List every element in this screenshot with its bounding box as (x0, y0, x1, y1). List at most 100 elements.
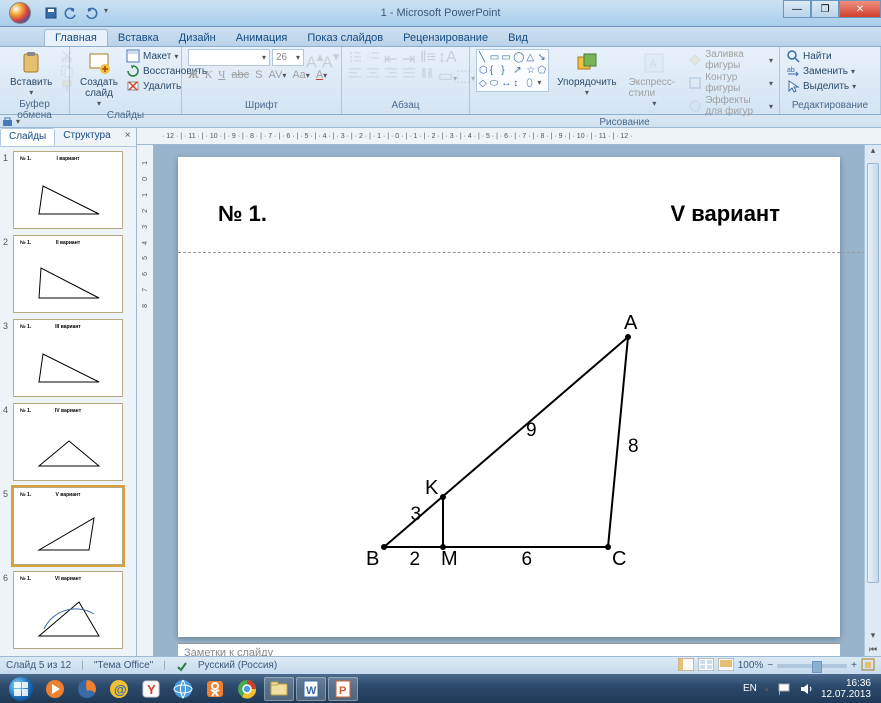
office-button[interactable] (0, 0, 40, 27)
scrollbar-thumb[interactable] (867, 163, 879, 583)
new-slide-button[interactable]: Создать слайд▾ (76, 49, 122, 110)
thumbnail[interactable]: № 1.III вариант (13, 319, 123, 397)
justify-button[interactable] (402, 66, 416, 80)
italic-button[interactable]: К (205, 69, 212, 81)
tray-clock[interactable]: 16:36 12.07.2013 (821, 678, 871, 700)
thumbnail[interactable]: № 1.II вариант (13, 235, 123, 313)
close-button[interactable]: ✕ (839, 0, 881, 18)
view-normal-button[interactable] (678, 658, 694, 674)
pane-tab-outline[interactable]: Структура (55, 128, 118, 146)
pane-close-button[interactable]: × (119, 128, 137, 146)
align-center-button[interactable] (366, 66, 380, 80)
bold-button[interactable]: Ж (188, 69, 199, 81)
tab-home[interactable]: Главная (44, 29, 108, 46)
view-sorter-button[interactable] (698, 658, 714, 674)
grow-font-icon[interactable]: A▴ (306, 49, 320, 63)
shapes-gallery[interactable]: ╲▭▭◯△↘ ⬡{}↗☆⬠ ◇⬭↔↕⬯▾ (476, 49, 549, 92)
qat-save-icon[interactable] (44, 6, 58, 20)
increase-indent-button[interactable]: ⇥ (402, 49, 416, 63)
shrink-font-icon[interactable]: A▾ (322, 49, 336, 63)
tab-review[interactable]: Рецензирование (393, 30, 498, 46)
maximize-button[interactable]: ❐ (811, 0, 839, 18)
thumbnail[interactable]: № 1.I вариант (13, 151, 123, 229)
underline-button[interactable]: Ч (218, 69, 225, 81)
taskbar-firefox-icon[interactable] (72, 677, 102, 701)
taskbar-yandex-icon[interactable]: Y (136, 677, 166, 701)
strikethrough-button[interactable]: abc (231, 69, 249, 81)
pane-tab-slides[interactable]: Слайды (0, 128, 55, 146)
taskbar-explorer-icon[interactable] (264, 677, 294, 701)
thumbnail[interactable]: № 1.V вариант (13, 487, 123, 565)
view-slideshow-button[interactable] (718, 658, 734, 674)
paste-button[interactable]: Вставить▾ (6, 49, 56, 99)
shape-outline-button[interactable]: Контур фигуры ▾ (688, 72, 773, 94)
tab-insert[interactable]: Вставка (108, 30, 169, 46)
thumbnail[interactable]: № 1.IV вариант (13, 403, 123, 481)
taskbar-powerpoint-icon[interactable]: P (328, 677, 358, 701)
quick-styles-button[interactable]: A Экспресс-стили▾ (625, 49, 685, 110)
tab-design[interactable]: Дизайн (169, 30, 226, 46)
tray-language[interactable]: EN (743, 683, 757, 694)
line-spacing-button[interactable]: ‖≡ (420, 49, 434, 63)
tab-slideshow[interactable]: Показ слайдов (297, 30, 393, 46)
text-direction-button[interactable]: ↕A (438, 49, 452, 63)
thumbnail-list: 1№ 1.I вариант2№ 1.II вариант3№ 1.III ва… (0, 147, 136, 671)
ruler-vertical: 1012345678 (137, 145, 154, 671)
statusbar: Слайд 5 из 12| "Тема Office"| Русский (Р… (0, 656, 881, 674)
zoom-in-button[interactable]: + (851, 660, 857, 671)
zoom-out-button[interactable]: − (767, 660, 773, 671)
taskbar-browser-icon[interactable] (168, 677, 198, 701)
slide-canvas[interactable]: № 1. V вариант ABCKM93826 (178, 157, 840, 637)
group-editing: Найти abЗаменить ▾ Выделить ▾ Редактиров… (780, 47, 881, 114)
shape-fill-button[interactable]: Заливка фигуры ▾ (688, 49, 773, 71)
tray-flag-icon[interactable] (777, 682, 791, 696)
qat-redo-icon[interactable] (84, 6, 98, 20)
align-text-button[interactable]: ▭▾ (438, 66, 452, 80)
taskbar-ok-icon[interactable] (200, 677, 230, 701)
taskbar-mail-icon[interactable]: @ (104, 677, 134, 701)
group-clipboard-title: Буфер обмена (6, 99, 63, 122)
tab-view[interactable]: Вид (498, 30, 538, 46)
group-slides-title: Слайды (76, 110, 175, 122)
find-label: Найти (803, 51, 832, 62)
ruler-horizontal: · 12 · | · 11 · | · 10 · | · 9 · | · 8 ·… (137, 128, 881, 145)
taskbar-chrome-icon[interactable] (232, 677, 262, 701)
font-size-combo[interactable]: 26▾ (272, 49, 304, 66)
taskbar-media-icon[interactable] (40, 677, 70, 701)
font-family-combo[interactable]: ▾ (188, 49, 270, 66)
vertical-scrollbar[interactable]: ▴ ▾ ⏮ ⏭ (864, 145, 881, 671)
char-spacing-button[interactable]: AV▾ (268, 69, 286, 81)
replace-button[interactable]: abЗаменить ▾ (786, 64, 856, 78)
prev-slide-button[interactable]: ⏮ (865, 644, 881, 655)
smartart-button[interactable]: ⬚▾ (456, 66, 470, 80)
minimize-button[interactable]: — (783, 0, 811, 18)
window-controls: — ❐ ✕ (783, 0, 881, 18)
taskbar-word-icon[interactable]: W (296, 677, 326, 701)
group-editing-title: Редактирование (786, 100, 874, 112)
decrease-indent-button[interactable]: ⇤ (384, 49, 398, 63)
svg-text:3: 3 (411, 504, 422, 525)
thumbnail[interactable]: № 1.VI вариант (13, 571, 123, 649)
zoom-level[interactable]: 100% (738, 660, 764, 671)
select-button[interactable]: Выделить ▾ (786, 79, 856, 93)
zoom-slider[interactable] (777, 664, 847, 668)
align-left-button[interactable] (348, 66, 362, 80)
qat-dropdown-icon[interactable]: ▾ (104, 6, 118, 20)
find-button[interactable]: Найти (786, 49, 856, 63)
numbering-button[interactable]: 12 (366, 49, 380, 63)
svg-text:@: @ (114, 682, 127, 697)
align-right-button[interactable] (384, 66, 398, 80)
shape-effects-button[interactable]: Эффекты для фигур ▾ (688, 95, 773, 117)
tray-volume-icon[interactable] (799, 682, 813, 696)
arrange-button[interactable]: Упорядочить▾ (553, 49, 621, 99)
svg-text:9: 9 (526, 420, 537, 441)
fit-to-window-button[interactable] (861, 658, 875, 674)
bullets-button[interactable] (348, 49, 362, 63)
start-button[interactable] (4, 676, 38, 702)
columns-button[interactable] (420, 66, 434, 80)
tray-show-hidden-icon[interactable]: ▴ (765, 684, 769, 693)
qat-undo-icon[interactable] (64, 6, 78, 20)
spellcheck-icon[interactable] (176, 660, 188, 672)
shadow-button[interactable]: S (255, 69, 262, 81)
tab-animation[interactable]: Анимация (226, 30, 298, 46)
